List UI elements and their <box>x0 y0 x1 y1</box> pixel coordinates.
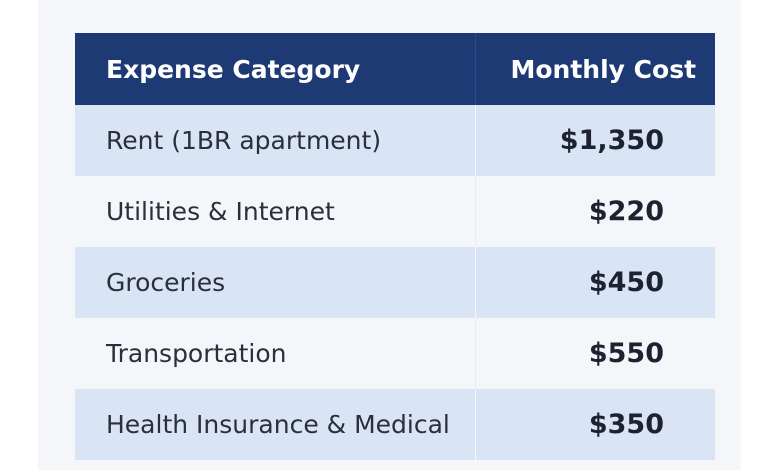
next-row-edge <box>75 460 715 470</box>
table-row: Health Insurance & Medical $350 <box>75 389 715 460</box>
table-body: Rent (1BR apartment) $1,350 Utilities & … <box>75 105 715 460</box>
cost-cell: $450 <box>475 247 715 318</box>
category-cell: Health Insurance & Medical <box>75 389 476 460</box>
category-cell: Utilities & Internet <box>75 176 476 247</box>
table-row: Rent (1BR apartment) $1,350 <box>75 105 715 176</box>
expense-table: Expense Category Monthly Cost Rent (1BR … <box>75 33 715 460</box>
cost-cell: $350 <box>475 389 715 460</box>
header-row: Expense Category Monthly Cost <box>75 33 715 105</box>
cost-cell: $220 <box>475 176 715 247</box>
category-cell: Rent (1BR apartment) <box>75 105 476 176</box>
table-row: Transportation $550 <box>75 318 715 389</box>
category-cell: Transportation <box>75 318 476 389</box>
cost-cell: $550 <box>475 318 715 389</box>
table-row: Utilities & Internet $220 <box>75 176 715 247</box>
header-expense-category: Expense Category <box>75 33 476 105</box>
category-cell: Groceries <box>75 247 476 318</box>
table-row: Groceries $450 <box>75 247 715 318</box>
cost-cell: $1,350 <box>475 105 715 176</box>
table-header: Expense Category Monthly Cost <box>75 33 715 105</box>
header-monthly-cost: Monthly Cost <box>475 33 715 105</box>
